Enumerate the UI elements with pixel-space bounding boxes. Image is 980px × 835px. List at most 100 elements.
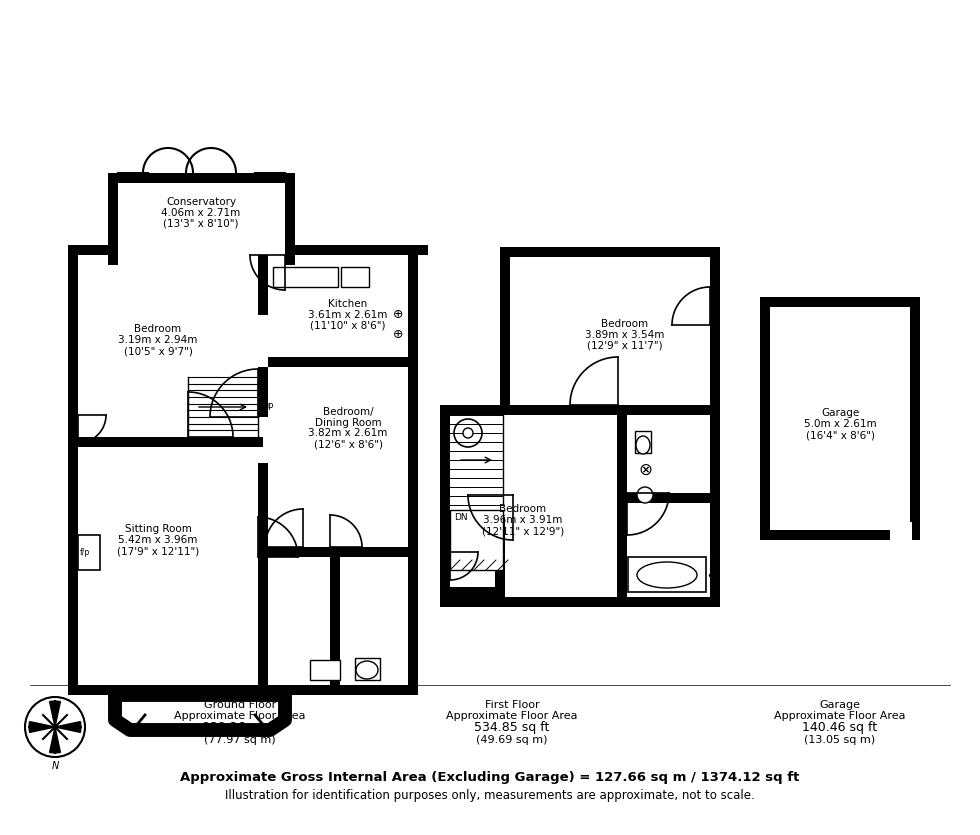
Circle shape (454, 419, 482, 447)
Bar (760, 530, 920, 540)
Bar (635, 431, 651, 453)
Text: Kitchen: Kitchen (328, 299, 368, 309)
Text: ⊕: ⊕ (393, 308, 403, 321)
Text: Sitting Room: Sitting Room (124, 524, 191, 534)
Text: 140.46 sq ft: 140.46 sq ft (803, 721, 877, 735)
Text: 4.06m x 2.71m: 4.06m x 2.71m (162, 208, 241, 218)
Text: Bedroom: Bedroom (500, 504, 547, 514)
Text: Approximate Floor Area: Approximate Floor Area (774, 711, 906, 721)
Bar (68, 437, 263, 447)
Text: 3.19m x 2.94m: 3.19m x 2.94m (119, 335, 198, 345)
Text: Dining Room: Dining Room (315, 418, 381, 428)
Bar (268, 357, 418, 367)
Bar (500, 247, 720, 257)
Text: N: N (51, 761, 59, 771)
Text: Conservatory: Conservatory (166, 197, 236, 207)
Circle shape (25, 697, 85, 757)
Bar (450, 510, 503, 570)
Bar (760, 297, 770, 540)
Text: 3.96m x 3.91m: 3.96m x 3.91m (483, 515, 563, 525)
Bar (285, 183, 295, 255)
Polygon shape (29, 721, 55, 732)
Bar (408, 255, 418, 695)
Text: 3.82m x 2.61m: 3.82m x 2.61m (309, 428, 388, 438)
Text: (13'3" x 8'10"): (13'3" x 8'10") (164, 219, 239, 229)
Bar (68, 685, 418, 695)
Bar (258, 463, 268, 695)
Text: 5.42m x 3.96m: 5.42m x 3.96m (119, 535, 198, 545)
Ellipse shape (636, 436, 650, 454)
Text: (12'6" x 8'6"): (12'6" x 8'6") (314, 439, 382, 449)
Text: ⊕: ⊕ (393, 328, 403, 342)
Bar (495, 517, 505, 607)
Bar (710, 247, 720, 607)
Text: (13.05 sq m): (13.05 sq m) (805, 735, 875, 745)
Bar (503, 405, 573, 415)
Text: (49.69 sq m): (49.69 sq m) (476, 735, 548, 745)
Text: Approximate Floor Area: Approximate Floor Area (174, 711, 306, 721)
Bar (273, 267, 338, 287)
Text: First Floor: First Floor (485, 700, 539, 710)
Bar (258, 547, 418, 557)
Text: f/p: f/p (80, 548, 90, 557)
Bar (440, 405, 500, 415)
Text: (12'9" x 11'7"): (12'9" x 11'7") (587, 341, 662, 351)
Bar (78, 535, 100, 570)
Bar (68, 437, 186, 447)
Ellipse shape (637, 562, 697, 588)
Bar (358, 547, 418, 557)
Bar (310, 660, 340, 680)
Bar (258, 367, 268, 417)
Text: DN: DN (454, 513, 467, 522)
Polygon shape (115, 695, 285, 730)
Bar (108, 255, 118, 265)
Text: Garage: Garage (821, 408, 859, 418)
Bar (618, 405, 720, 415)
Bar (355, 658, 380, 680)
Bar (440, 597, 720, 607)
Bar (285, 255, 295, 265)
Text: Bedroom: Bedroom (134, 324, 181, 334)
Bar (68, 245, 78, 695)
Text: Illustration for identification purposes only, measurements are approximate, not: Illustration for identification purposes… (225, 788, 755, 802)
Text: 3.89m x 3.54m: 3.89m x 3.54m (585, 330, 664, 340)
Bar (617, 493, 647, 503)
Text: Approximate Floor Area: Approximate Floor Area (446, 711, 578, 721)
Text: 534.85 sq ft: 534.85 sq ft (474, 721, 550, 735)
Polygon shape (50, 701, 61, 727)
Circle shape (463, 428, 473, 438)
Bar (108, 183, 118, 255)
Text: (12'11" x 12'9"): (12'11" x 12'9") (482, 526, 564, 536)
Text: Garage: Garage (819, 700, 860, 710)
Ellipse shape (356, 661, 378, 679)
Bar (440, 405, 450, 607)
Bar (68, 245, 108, 255)
Bar (760, 297, 920, 307)
Bar (330, 557, 340, 695)
Polygon shape (50, 727, 61, 753)
Bar (295, 245, 428, 255)
Bar (910, 297, 920, 540)
Bar (692, 493, 720, 503)
Text: Ground Floor: Ground Floor (204, 700, 276, 710)
Text: Bedroom: Bedroom (602, 319, 649, 329)
Bar (503, 405, 720, 415)
Text: 839.26 sq ft: 839.26 sq ft (203, 721, 277, 735)
Bar (890, 522, 912, 540)
Text: (77.97 sq m): (77.97 sq m) (204, 735, 275, 745)
Bar (450, 587, 495, 597)
Text: 3.61m x 2.61m: 3.61m x 2.61m (309, 310, 388, 320)
Bar (617, 493, 720, 503)
Bar (108, 173, 295, 183)
Text: UP: UP (262, 402, 273, 412)
Text: Bedroom/: Bedroom/ (322, 407, 373, 417)
Bar (341, 267, 369, 287)
Bar (258, 255, 268, 315)
Text: (17'9" x 12'11"): (17'9" x 12'11") (117, 546, 199, 556)
Text: Approximate Gross Internal Area (Excluding Garage) = 127.66 sq m / 1374.12 sq ft: Approximate Gross Internal Area (Excludi… (180, 772, 800, 785)
Circle shape (637, 487, 653, 503)
Bar (628, 557, 706, 592)
Text: ⊗: ⊗ (638, 461, 652, 479)
Bar (617, 415, 627, 607)
Text: (10'5" x 9'7"): (10'5" x 9'7") (123, 346, 192, 356)
